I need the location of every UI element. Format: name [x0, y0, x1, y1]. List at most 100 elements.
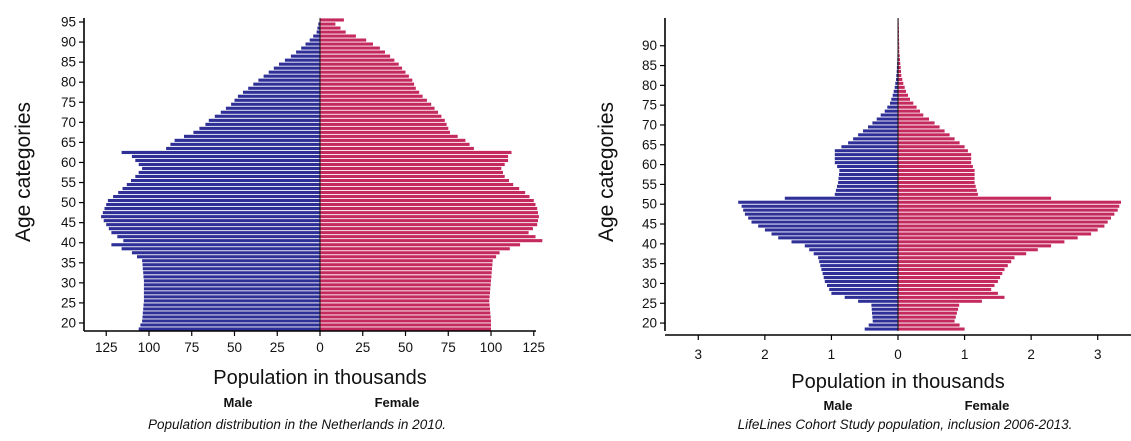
- male-bar-age-44: [758, 225, 898, 228]
- female-bar-age-56: [898, 177, 975, 180]
- female-bar-age-75: [320, 99, 427, 102]
- x-tick-label-1: 100: [138, 340, 161, 355]
- male-bar-age-39: [805, 244, 898, 247]
- female-bar-age-82: [320, 71, 406, 74]
- male-bar-age-59: [837, 165, 898, 168]
- y-tick-label-85: 85: [642, 58, 657, 73]
- female-bar-age-52: [898, 193, 978, 196]
- female-bar-age-56: [320, 175, 505, 178]
- female-bar-age-41: [320, 235, 536, 238]
- x-tick-label-6: 25: [355, 340, 370, 355]
- male-bar-age-52: [835, 193, 898, 196]
- male-bar-age-87: [296, 51, 320, 54]
- female-bar-age-40: [320, 239, 542, 242]
- female-bar-age-90: [320, 39, 366, 42]
- male-bar-age-31: [144, 275, 321, 278]
- female-bar-age-25: [320, 299, 489, 302]
- male-bar-age-49: [106, 203, 320, 206]
- male-bar-age-24: [144, 303, 321, 306]
- female-bar-age-79: [320, 83, 414, 86]
- male-bar-age-64: [170, 143, 320, 146]
- male-bar-age-32: [823, 272, 898, 275]
- x-tick-label-3: 0: [894, 347, 902, 362]
- female-bar-age-39: [898, 244, 1051, 247]
- female-bar-age-30: [898, 280, 998, 283]
- female-bar-age-72: [320, 111, 438, 114]
- female-bar-age-77: [320, 91, 419, 94]
- y-tick-label-85: 85: [61, 55, 76, 70]
- male-bar-age-54: [127, 183, 320, 186]
- y-tick-label-35: 35: [61, 255, 76, 270]
- female-bar-age-38: [898, 248, 1038, 251]
- female-bar-age-36: [320, 255, 496, 258]
- female-bar-age-48: [320, 207, 537, 210]
- female-bar-age-39: [320, 243, 520, 246]
- male-bar-age-56: [839, 177, 899, 180]
- male-bar-age-47: [745, 213, 898, 216]
- male-bar-age-28: [829, 288, 898, 291]
- x-tick-label-6: 3: [1094, 347, 1102, 362]
- male-bar-age-72: [221, 111, 320, 114]
- female-bar-age-31: [898, 276, 1000, 279]
- y-tick-label-70: 70: [642, 117, 657, 132]
- male-bar-age-48: [743, 209, 898, 212]
- female-bar-age-18: [898, 328, 965, 331]
- male-bar-age-21: [143, 315, 321, 318]
- female-bar-age-62: [898, 153, 971, 156]
- y-tick-label-30: 30: [61, 275, 76, 290]
- female-bar-age-66: [320, 135, 458, 138]
- y-axis-title: Age categories: [12, 102, 35, 242]
- female-bar-age-64: [898, 145, 965, 148]
- male-bar-age-51: [785, 197, 898, 200]
- female-bar-age-74: [898, 106, 917, 109]
- female-bar-age-71: [320, 115, 441, 118]
- male-bar-age-62: [835, 153, 898, 156]
- female-bar-age-19: [320, 323, 491, 326]
- male-bar-age-50: [108, 199, 320, 202]
- male-bar-age-40: [123, 239, 320, 242]
- y-tick-label-50: 50: [642, 197, 657, 212]
- y-tick-label-75: 75: [61, 95, 76, 110]
- female-bar-age-28: [898, 288, 991, 291]
- x-tick-label-2: 1: [828, 347, 836, 362]
- female-bar-age-92: [320, 31, 346, 34]
- male-bar-age-64: [841, 145, 898, 148]
- female-bar-age-25: [898, 300, 982, 303]
- female-bar-age-64: [320, 143, 470, 146]
- male-bar-age-76: [238, 95, 320, 98]
- y-tick-label-65: 65: [61, 135, 76, 150]
- male-bar-age-70: [872, 121, 898, 124]
- male-bar-age-19: [140, 323, 320, 326]
- y-tick-label-90: 90: [61, 35, 76, 50]
- female-bar-age-68: [320, 127, 448, 130]
- male-bar-age-27: [831, 292, 898, 295]
- female-bar-age-20: [320, 319, 491, 322]
- male-bar-age-78: [894, 90, 898, 93]
- female-bar-age-37: [898, 252, 1026, 255]
- female-bar-age-71: [898, 118, 929, 121]
- female-bar-age-59: [320, 163, 505, 166]
- female-bar-age-36: [898, 256, 1015, 259]
- female-bar-age-43: [898, 228, 1098, 231]
- female-bar-age-53: [320, 187, 519, 190]
- female-bar-age-76: [320, 95, 423, 98]
- y-tick-label-20: 20: [61, 315, 76, 330]
- male-bar-age-47: [103, 211, 320, 214]
- y-tick-label-70: 70: [61, 115, 76, 130]
- male-bar-age-62: [122, 151, 320, 154]
- male-bar-age-38: [122, 247, 320, 250]
- male-bar-age-78: [248, 87, 320, 90]
- male-bar-age-18: [865, 328, 898, 331]
- female-bar-age-61: [320, 155, 508, 158]
- female-bar-age-35: [320, 259, 493, 262]
- male-bar-age-65: [848, 141, 898, 144]
- y-tick-label-80: 80: [61, 75, 76, 90]
- x-tick-label-5: 0: [316, 340, 324, 355]
- male-bar-age-42: [111, 231, 320, 234]
- male-bar-age-24: [871, 304, 898, 307]
- male-bar-age-54: [837, 185, 898, 188]
- male-bar-age-82: [269, 71, 320, 74]
- male-bar-age-22: [143, 311, 320, 314]
- female-bar-age-69: [320, 123, 447, 126]
